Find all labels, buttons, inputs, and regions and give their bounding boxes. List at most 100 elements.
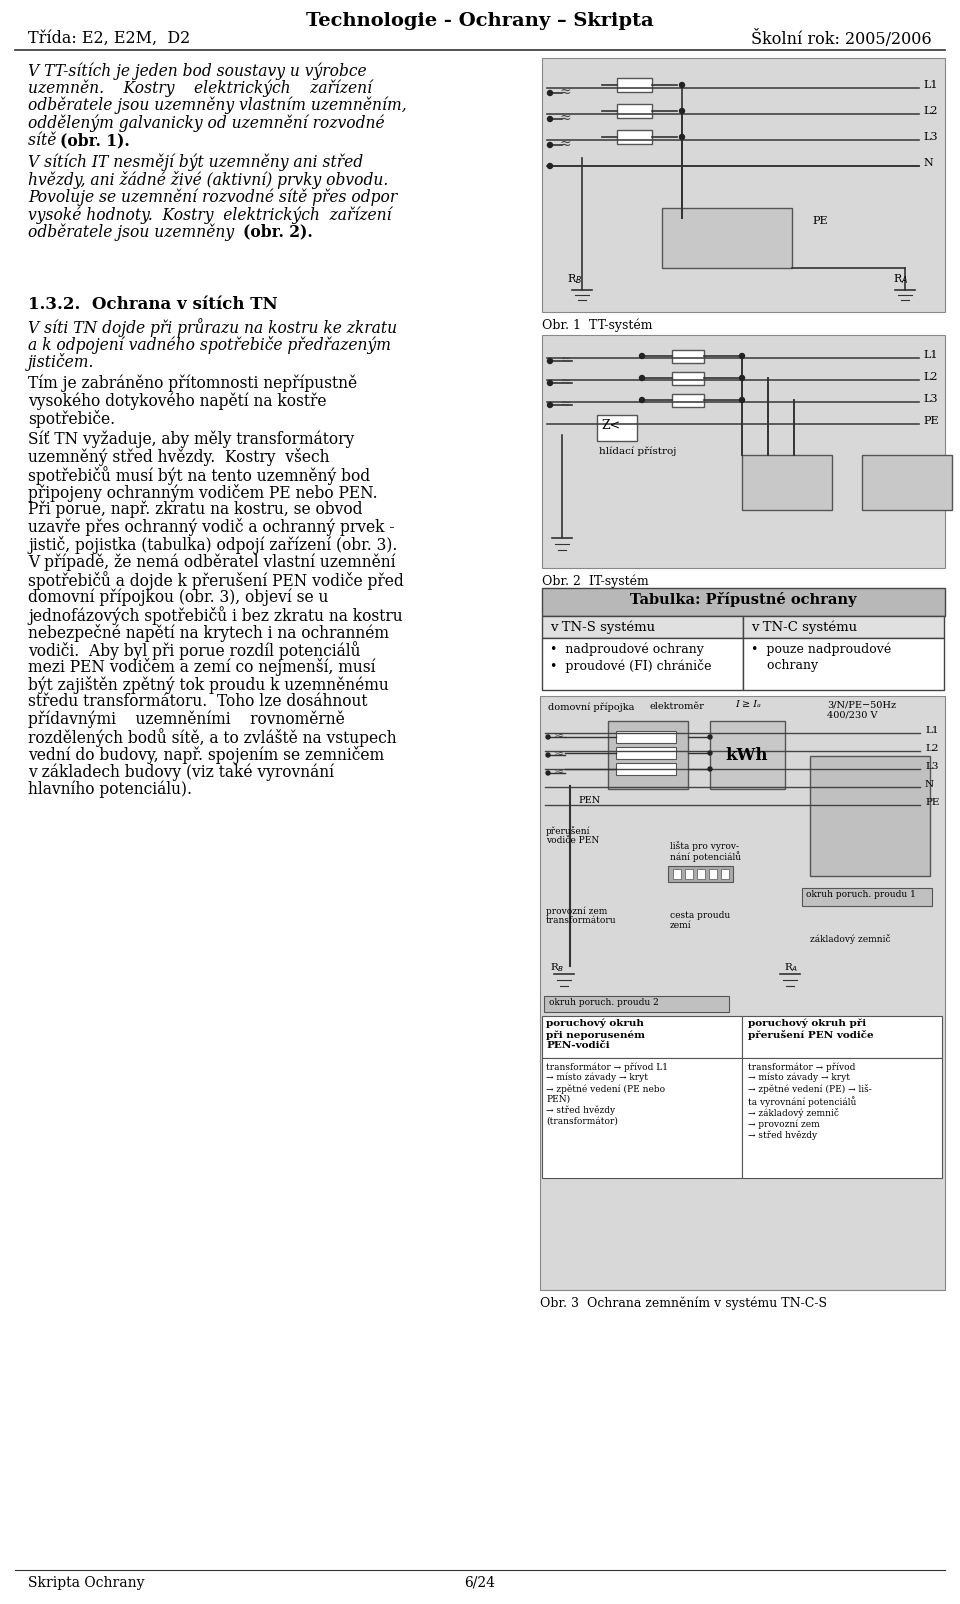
Bar [862,456,952,510]
Bar [608,722,688,789]
Text: středu transformátoru.  Toho lze dosáhnout: středu transformátoru. Toho lze dosáhnou… [28,693,368,711]
Text: transformátor → přívod
→ místo závady → kryt
→ zpětné vedení (PE) → liš-
ta vyro: transformátor → přívod → místo závady → … [748,1062,872,1140]
Circle shape [547,117,553,122]
Bar [721,869,729,879]
Text: Technologie - Ochrany – Skripta: Technologie - Ochrany – Skripta [306,11,654,30]
Text: Z<: Z< [601,419,620,431]
Bar [742,1059,942,1177]
Bar [742,1015,942,1059]
Text: V TT-sítích je jeden bod soustavy u výrobce: V TT-sítích je jeden bod soustavy u výro… [28,63,367,80]
Circle shape [708,767,712,772]
Text: hlavního potenciálu).: hlavního potenciálu). [28,781,192,799]
Bar [597,415,637,441]
Bar [810,755,930,876]
Text: L3: L3 [925,762,939,772]
Text: Síť TN vyžaduje, aby měly transformátory: Síť TN vyžaduje, aby měly transformátory [28,431,354,449]
Text: elektroměr: elektroměr [650,703,705,711]
Text: L3: L3 [923,132,938,143]
Bar [617,79,652,91]
Bar [662,209,792,268]
Text: přídavnými    uzemněními    rovnoměrně: přídavnými uzemněními rovnoměrně [28,711,345,728]
Bar [672,350,704,363]
Text: ≈: ≈ [560,85,571,99]
Bar [540,696,945,1290]
Text: PEN: PEN [578,796,600,805]
Bar [710,722,785,789]
Text: Při porue, např. zkratu na kostru, se obvod: Při porue, např. zkratu na kostru, se ob… [28,500,363,518]
Text: vední do budovy, např. spojením se zemničem: vední do budovy, např. spojením se zemni… [28,746,384,764]
Circle shape [546,735,550,739]
Circle shape [546,752,550,757]
Bar [709,869,717,879]
Text: L2: L2 [925,744,939,752]
Text: uzemněný střed hvězdy.  Kostry  všech: uzemněný střed hvězdy. Kostry všech [28,449,329,467]
Text: v TN-S systému: v TN-S systému [550,621,655,634]
Text: ≈: ≈ [560,353,571,367]
Circle shape [547,90,553,96]
Text: rozdělených bodů sítě, a to zvláště na vstupech: rozdělených bodů sítě, a to zvláště na v… [28,728,396,747]
Text: ≈: ≈ [554,765,564,778]
Text: jistič, pojistka (tabulka) odpojí zařízení (obr. 3).: jistič, pojistka (tabulka) odpojí zaříze… [28,536,397,553]
Text: 3/N/PE−50Hz: 3/N/PE−50Hz [827,699,896,709]
Text: PE: PE [812,217,828,226]
Text: R$_B$: R$_B$ [567,273,583,286]
Text: (obr. 2).: (obr. 2). [243,223,313,241]
Text: L3: L3 [923,395,938,404]
Circle shape [708,735,712,739]
Text: provozní zem: provozní zem [546,906,608,916]
Bar [542,589,945,616]
Text: Tím je zabráněno přítomnosti nepřípustně: Tím je zabráněno přítomnosti nepřípustně [28,374,357,391]
Text: PE: PE [923,415,939,427]
Text: okruh poruch. proudu 2: okruh poruch. proudu 2 [549,998,659,1007]
Text: nání potenciálů: nání potenciálů [670,852,741,861]
Bar [544,996,729,1012]
Text: poruchový okruh
při neporuseném
PEN-vodiči: poruchový okruh při neporuseném PEN-vodi… [546,1019,645,1051]
Text: domovní přípojka: domovní přípojka [548,703,635,712]
Bar [542,638,743,690]
Text: spotřebičů a dojde k přerušení PEN vodiče před: spotřebičů a dojde k přerušení PEN vodič… [28,571,404,590]
Bar [742,456,832,510]
Text: L2: L2 [923,372,938,382]
Text: zemí: zemí [670,921,691,930]
Text: uzemněn.    Kostry    elektrických    zařízení: uzemněn. Kostry elektrických zařízení [28,80,372,96]
Text: •  nadproudové ochrany
•  proudové (FI) chrániče: • nadproudové ochrany • proudové (FI) ch… [550,643,711,672]
Text: L2: L2 [923,106,938,115]
Bar [672,395,704,407]
Text: L1: L1 [925,727,939,735]
Circle shape [680,109,684,114]
Text: 6/24: 6/24 [465,1577,495,1590]
Text: vodiče PEN: vodiče PEN [546,836,599,845]
Circle shape [708,751,712,755]
Circle shape [547,380,553,385]
Text: odběratele jsou uzemněny vlastním uzemněním,: odběratele jsou uzemněny vlastním uzemně… [28,96,407,114]
Text: ≈: ≈ [560,398,571,411]
Text: V síti TN dojde při průrazu na kostru ke zkratu: V síti TN dojde při průrazu na kostru ke… [28,318,397,337]
Text: připojeny ochranným vodičem PE nebo PEN.: připojeny ochranným vodičem PE nebo PEN. [28,483,377,502]
Text: N: N [925,780,934,789]
Text: vysoké hodnoty.  Kostry  elektrických  zařízení: vysoké hodnoty. Kostry elektrických zaří… [28,205,392,223]
Bar [616,764,676,775]
Text: R$_A$: R$_A$ [784,961,799,974]
Text: nebezpečné napětí na krytech i na ochranném: nebezpečné napětí na krytech i na ochran… [28,624,389,642]
Text: ≈: ≈ [554,728,564,743]
Text: cesta proudu: cesta proudu [670,911,731,921]
Text: spotřebičů musí být na tento uzemněný bod: spotřebičů musí být na tento uzemněný bo… [28,467,371,484]
Bar [668,866,733,882]
Text: okruh poruch. proudu 1: okruh poruch. proudu 1 [806,890,916,898]
Circle shape [547,164,553,168]
Bar [685,869,693,879]
Bar [616,747,676,759]
Bar [542,335,945,568]
Text: poruchový okruh při
přerušení PEN vodiče: poruchový okruh při přerušení PEN vodiče [748,1019,874,1039]
Circle shape [547,359,553,364]
Bar [617,104,652,119]
Text: hvězdy, ani žádné živé (aktivní) prvky obvodu.: hvězdy, ani žádné živé (aktivní) prvky o… [28,172,388,189]
Text: R$_B$: R$_B$ [550,961,564,974]
Text: vysokého dotykového napětí na kostře: vysokého dotykového napětí na kostře [28,391,326,409]
Text: V sítích IT nesmějí být uzemněny ani střed: V sítích IT nesmějí být uzemněny ani stř… [28,154,363,172]
Text: L1: L1 [923,350,938,359]
Circle shape [739,375,745,380]
Text: ≈: ≈ [560,111,571,125]
Text: vodiči.  Aby byl při porue rozdíl potenciálů: vodiči. Aby byl při porue rozdíl potenci… [28,642,361,659]
Text: Povoluje se uzemnění rozvodné sítě přes odpor: Povoluje se uzemnění rozvodné sítě přes … [28,189,397,205]
